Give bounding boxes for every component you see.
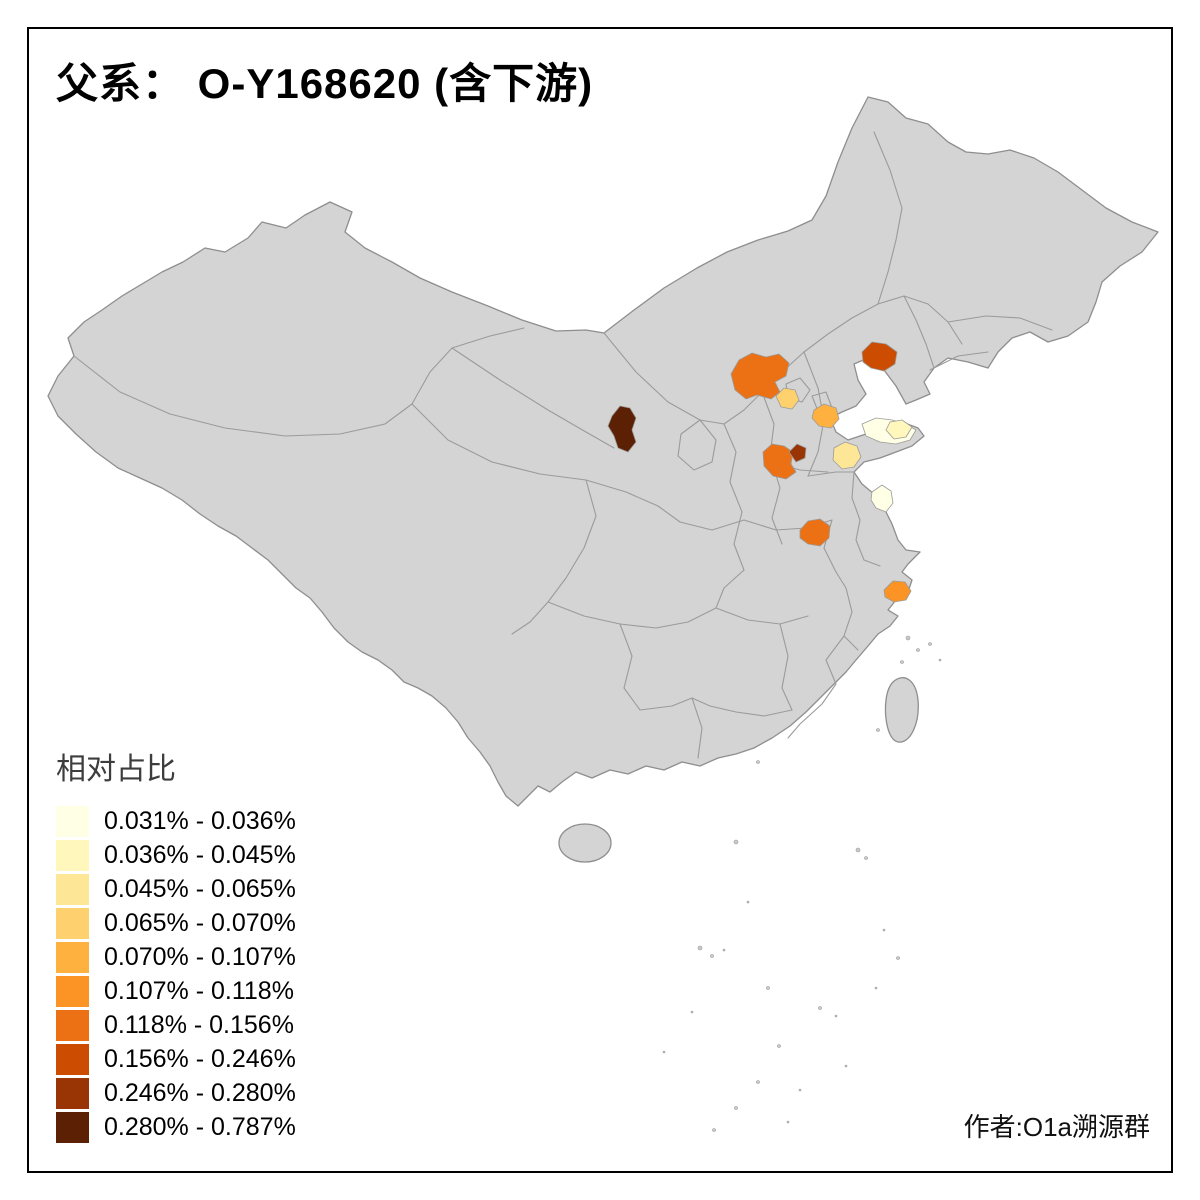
legend-label: 0.045% - 0.065%: [104, 874, 296, 903]
legend-swatch: [56, 941, 89, 973]
hainan-island: [558, 823, 612, 863]
legend-swatch: [56, 975, 89, 1007]
henan-north-dark-patch: [788, 443, 807, 463]
legend-label: 0.246% - 0.280%: [104, 1078, 296, 1107]
legend-swatch: [56, 839, 89, 871]
page-title: 父系： O-Y168620 (含下游): [56, 60, 594, 107]
author-credit: 作者:O1a溯源群: [963, 1112, 1150, 1142]
liaoning-south-patch: [861, 341, 898, 372]
legend-item: 0.246% - 0.280%: [56, 1076, 296, 1110]
hebei-northwest-patch: [730, 352, 790, 400]
jiangsu-coast-patch: [870, 484, 894, 513]
legend-item: 0.070% - 0.107%: [56, 940, 296, 974]
china-mainland: [47, 96, 1159, 807]
anhui-central-patch: [799, 518, 831, 547]
taiwan-island: [884, 677, 919, 743]
legend-swatch: [56, 1077, 89, 1109]
legend-swatch: [56, 805, 89, 837]
legend-item: 0.118% - 0.156%: [56, 1008, 296, 1042]
legend-title: 相对占比: [56, 753, 176, 786]
gansu-central-patch: [607, 405, 637, 453]
legend-swatch: [56, 1111, 89, 1143]
highlighted-regions: [607, 341, 917, 603]
beijing-area-patch: [775, 387, 800, 410]
legend-item: 0.065% - 0.070%: [56, 906, 296, 940]
shandong-peninsula-east-patch: [885, 419, 913, 440]
legend-label: 0.036% - 0.045%: [104, 840, 296, 869]
zhejiang-northeast-patch: [883, 580, 912, 603]
small-islands: [662, 635, 942, 1132]
legend-item: 0.280% - 0.787%: [56, 1110, 296, 1144]
legend-swatch: [56, 907, 89, 939]
legend-item: 0.156% - 0.246%: [56, 1042, 296, 1076]
legend-label: 0.280% - 0.787%: [104, 1112, 296, 1141]
legend-swatch: [56, 1009, 89, 1041]
legend-swatch: [56, 1043, 89, 1075]
legend: 相对占比 0.031% - 0.036% 0.036% - 0.045% 0.0…: [56, 744, 296, 1144]
shandong-west-patch: [832, 441, 862, 470]
legend-label: 0.107% - 0.118%: [104, 976, 294, 1005]
legend-label: 0.156% - 0.246%: [104, 1044, 296, 1073]
legend-item: 0.045% - 0.065%: [56, 872, 296, 906]
henan-north-patch: [762, 443, 797, 480]
legend-item: 0.036% - 0.045%: [56, 838, 296, 872]
legend-label: 0.118% - 0.156%: [104, 1010, 294, 1039]
legend-label: 0.031% - 0.036%: [104, 806, 296, 835]
legend-item: 0.107% - 0.118%: [56, 974, 296, 1008]
legend-label: 0.065% - 0.070%: [104, 908, 296, 937]
legend-swatch: [56, 873, 89, 905]
legend-item: 0.031% - 0.036%: [56, 804, 296, 838]
legend-label: 0.070% - 0.107%: [104, 942, 296, 971]
tianjin-area-patch: [811, 403, 840, 429]
